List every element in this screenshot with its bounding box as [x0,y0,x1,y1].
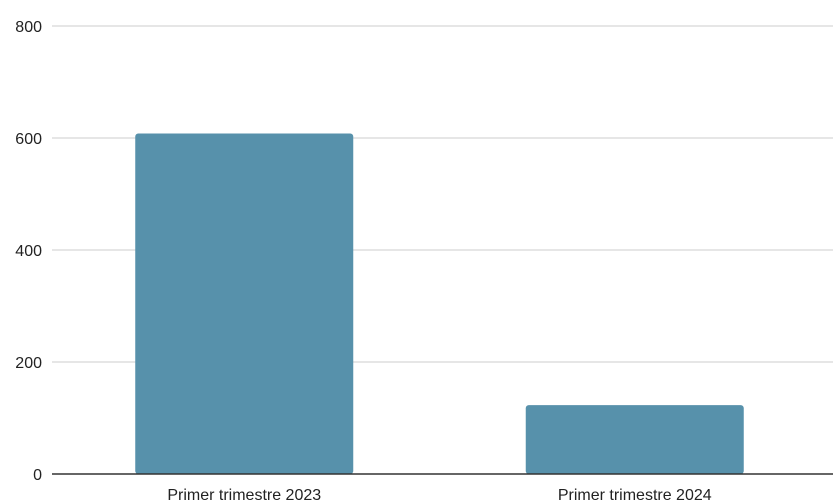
y-tick-label: 0 [33,467,42,484]
y-tick-label: 800 [15,19,42,36]
y-axis-ticks: 0 200 400 600 800 [15,19,42,484]
bar [135,133,354,474]
bar [525,405,744,474]
x-axis-labels: Primer trimestre 2023 Primer trimestre 20… [167,487,711,501]
y-tick-label: 200 [15,355,42,372]
y-tick-label: 600 [15,131,42,148]
x-category-label: Primer trimestre 2023 [167,487,321,501]
y-tick-label: 400 [15,243,42,260]
x-category-label: Primer trimestre 2024 [558,487,712,501]
bars [135,133,744,474]
